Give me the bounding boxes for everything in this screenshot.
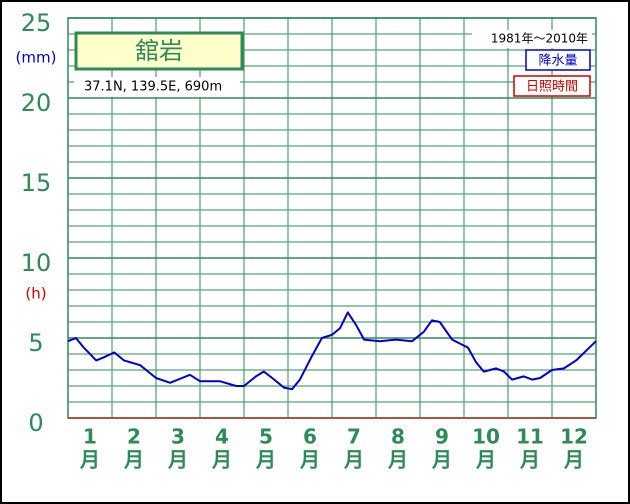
legend-label: 降水量	[538, 54, 577, 69]
x-tick-label: 6	[303, 425, 317, 449]
x-tick-unit: 月	[123, 448, 144, 472]
location-bg	[74, 77, 240, 97]
y-tick-label: 25	[21, 9, 52, 37]
x-tick-label: 9	[435, 425, 449, 449]
x-tick-unit: 月	[387, 448, 408, 472]
x-tick-label: 8	[391, 425, 405, 449]
chart-title: 舘岩	[135, 37, 183, 65]
x-tick-label: 1	[83, 425, 97, 449]
x-tick-unit: 月	[299, 448, 320, 472]
y-tick-label: 15	[21, 169, 52, 197]
legend-label: 日照時間	[526, 80, 578, 95]
x-tick-label: 12	[560, 425, 588, 449]
x-tick-unit: 月	[79, 448, 100, 472]
x-tick-unit: 月	[343, 448, 364, 472]
x-tick-label: 3	[171, 425, 185, 449]
legend-box	[525, 49, 591, 71]
location: 37.1N, 139.5E, 690m	[84, 80, 222, 95]
y-tick-label: 5	[28, 329, 43, 357]
x-tick-label: 7	[347, 425, 361, 449]
x-tick-label: 10	[472, 425, 500, 449]
title-box	[74, 31, 244, 71]
x-tick-unit: 月	[563, 448, 584, 472]
x-tick-label: 5	[259, 425, 273, 449]
y-unit-left: (mm)	[16, 49, 57, 67]
x-tick-unit: 月	[255, 448, 276, 472]
x-tick-label: 4	[215, 425, 229, 449]
period: 1981年〜2010年	[491, 32, 588, 46]
x-tick-unit: 月	[519, 448, 540, 472]
x-tick-unit: 月	[167, 448, 188, 472]
x-tick-unit: 月	[211, 448, 232, 472]
y-unit-right: (h)	[25, 285, 46, 303]
precipitation-line	[67, 311, 597, 391]
x-tick-unit: 月	[475, 448, 496, 472]
period-bg	[472, 30, 592, 48]
y-tick-label: 20	[21, 89, 52, 117]
y-tick-label: 10	[21, 249, 52, 277]
x-tick-label: 11	[516, 425, 544, 449]
legend-box	[513, 75, 591, 97]
y-tick-label: 0	[28, 409, 43, 437]
x-tick-unit: 月	[431, 448, 452, 472]
x-tick-label: 2	[127, 425, 141, 449]
